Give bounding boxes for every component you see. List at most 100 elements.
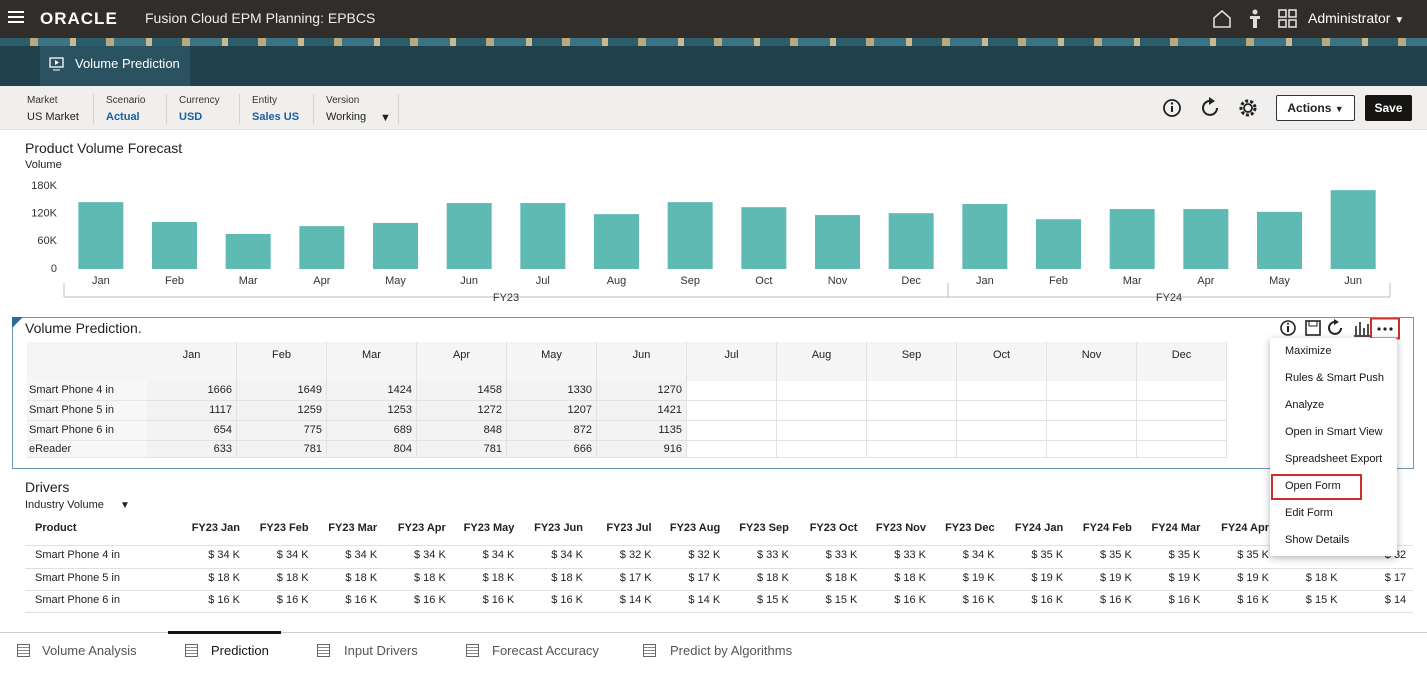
drivers-cell: $ 18 K (276, 572, 309, 584)
empty-cell[interactable] (957, 381, 1047, 401)
navigator-icon[interactable] (1278, 9, 1297, 28)
data-cell[interactable]: 633 (147, 441, 237, 458)
empty-cell[interactable] (867, 421, 957, 441)
menu-item[interactable]: Open in Smart View (1285, 426, 1383, 438)
data-cell[interactable]: 1117 (147, 401, 237, 421)
home-icon[interactable] (1213, 9, 1231, 28)
data-cell[interactable]: 781 (417, 441, 507, 458)
data-cell[interactable]: 1330 (507, 381, 597, 401)
menu-item[interactable]: Maximize (1285, 345, 1332, 357)
accessibility-icon[interactable] (1250, 9, 1260, 29)
drivers-cell: $ 17 K (619, 572, 652, 584)
data-cell[interactable]: 1458 (417, 381, 507, 401)
tab-icon (643, 644, 656, 657)
drivers-column-header: Product (35, 522, 77, 534)
bottom-tab[interactable]: Forecast Accuracy (492, 643, 599, 658)
data-cell[interactable]: 916 (597, 441, 687, 458)
bar (1257, 211, 1302, 269)
data-cell[interactable]: 1649 (237, 381, 327, 401)
empty-cell[interactable] (867, 381, 957, 401)
data-cell[interactable]: 848 (417, 421, 507, 441)
empty-cell[interactable] (687, 381, 777, 401)
menu-item[interactable]: Show Details (1285, 534, 1350, 546)
save-button[interactable]: Save (1365, 95, 1412, 121)
menu-item[interactable]: Analyze (1285, 399, 1325, 411)
empty-cell[interactable] (777, 381, 867, 401)
form-refresh-icon[interactable] (1328, 319, 1342, 335)
empty-cell[interactable] (687, 441, 777, 458)
empty-cell[interactable] (957, 441, 1047, 458)
row-line (25, 545, 1413, 546)
data-cell[interactable]: 666 (507, 441, 597, 458)
pov-separator (93, 94, 94, 124)
empty-cell[interactable] (1137, 441, 1227, 458)
empty-cell[interactable] (1047, 421, 1137, 441)
drivers-cell: $ 18 K (482, 572, 515, 584)
data-cell[interactable]: 1272 (417, 401, 507, 421)
data-cell[interactable]: 1421 (597, 401, 687, 421)
user-menu[interactable]: Administrator ▼ (1308, 10, 1405, 26)
page-tab[interactable]: Volume Prediction (40, 46, 190, 86)
settings-icon[interactable] (1239, 99, 1257, 117)
empty-cell[interactable] (867, 401, 957, 421)
x-tick-label: Jan (92, 275, 110, 287)
pov-value[interactable]: Sales US (252, 111, 300, 123)
empty-cell[interactable] (1137, 401, 1227, 421)
data-cell[interactable]: 1253 (327, 401, 417, 421)
page-tab-label: Volume Prediction (75, 56, 180, 71)
data-cell[interactable]: 1424 (327, 381, 417, 401)
data-cell[interactable]: 804 (327, 441, 417, 458)
data-cell[interactable]: 1207 (507, 401, 597, 421)
data-cell[interactable]: 654 (147, 421, 237, 441)
empty-cell[interactable] (867, 441, 957, 458)
drivers-filter[interactable]: Industry Volume ▼ (25, 499, 130, 511)
info-icon[interactable] (1163, 99, 1181, 117)
drivers-cell: $ 16 K (413, 594, 446, 606)
bottom-tab[interactable]: Input Drivers (344, 643, 418, 658)
x-tick-label: Nov (828, 275, 848, 287)
data-cell[interactable]: 1270 (597, 381, 687, 401)
form-more-button[interactable] (1370, 318, 1400, 340)
data-cell[interactable]: 1666 (147, 381, 237, 401)
menu-item[interactable]: Spreadsheet Export (1285, 453, 1383, 465)
empty-cell[interactable] (777, 421, 867, 441)
form-save-icon[interactable] (1305, 320, 1321, 336)
version-dropdown[interactable]: ▼ (380, 112, 391, 124)
bottom-tab[interactable]: Predict by Algorithms (670, 643, 793, 658)
actions-button[interactable]: Actions ▼ (1276, 95, 1355, 121)
empty-cell[interactable] (1047, 381, 1137, 401)
data-cell[interactable]: 689 (327, 421, 417, 441)
empty-cell[interactable] (1137, 421, 1227, 441)
drivers-column-header: FY23 Oct (809, 522, 858, 534)
data-cell[interactable]: 872 (507, 421, 597, 441)
bottom-tab[interactable]: Volume Analysis (42, 643, 137, 658)
empty-cell[interactable] (777, 401, 867, 421)
bottom-tab[interactable]: Prediction (211, 643, 269, 658)
hamburger-menu[interactable] (8, 10, 24, 24)
data-cell[interactable]: 781 (237, 441, 327, 458)
refresh-icon[interactable] (1202, 97, 1218, 116)
empty-cell[interactable] (687, 401, 777, 421)
empty-cell[interactable] (777, 441, 867, 458)
pov-value[interactable]: Actual (106, 111, 140, 123)
menu-item[interactable]: Open Form (1285, 480, 1341, 492)
empty-cell[interactable] (1047, 441, 1137, 458)
empty-cell[interactable] (957, 421, 1047, 441)
bar (1330, 190, 1376, 269)
empty-cell[interactable] (1137, 381, 1227, 401)
empty-cell[interactable] (957, 401, 1047, 421)
form-chart-icon[interactable] (1354, 322, 1370, 337)
form-info-icon[interactable] (1280, 320, 1296, 336)
menu-item[interactable]: Rules & Smart Push (1285, 372, 1385, 384)
menu-item[interactable]: Edit Form (1285, 507, 1333, 519)
pov-value[interactable]: USD (179, 111, 203, 123)
pov-value[interactable]: US Market (27, 111, 79, 123)
data-cell[interactable]: 1259 (237, 401, 327, 421)
x-tick-label: Sep (680, 275, 700, 287)
data-cell[interactable]: 775 (237, 421, 327, 441)
column-header: Apr (417, 342, 507, 381)
pov-value[interactable]: Working (326, 111, 367, 123)
data-cell[interactable]: 1135 (597, 421, 687, 441)
empty-cell[interactable] (1047, 401, 1137, 421)
empty-cell[interactable] (687, 421, 777, 441)
